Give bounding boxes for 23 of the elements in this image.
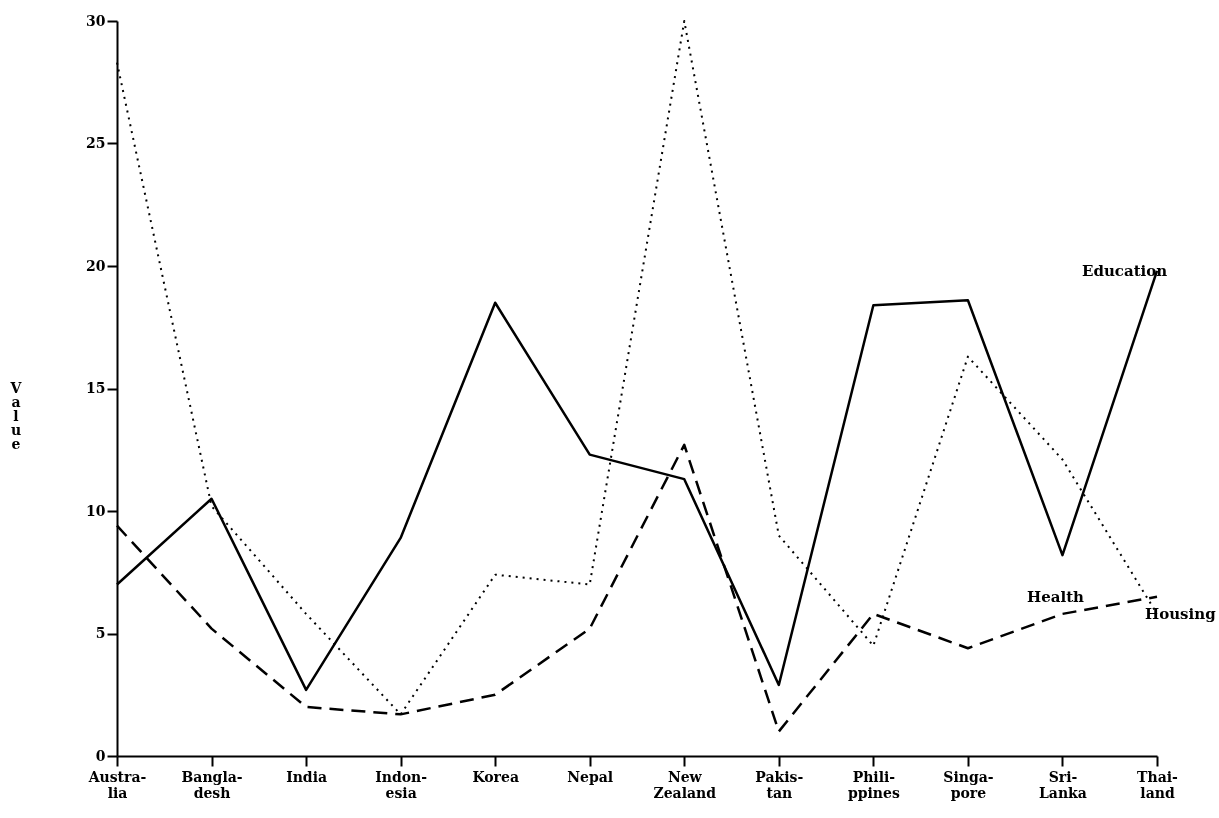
- x-tick-label: New Zealand: [653, 768, 717, 801]
- y-tick-label: 25: [86, 135, 106, 151]
- series-label: Housing: [1145, 604, 1217, 623]
- y-tick-label: 15: [86, 380, 106, 396]
- y-tick-label: 20: [86, 257, 106, 274]
- series-label: Education: [1082, 261, 1168, 280]
- x-tick-label: Pakis- tan: [755, 768, 804, 801]
- y-tick-label: 5: [95, 625, 106, 641]
- x-tick-label: Phili- ppines: [847, 768, 900, 801]
- x-tick-label: Bangla- desh: [181, 768, 243, 801]
- x-tick-label: Austra- lia: [87, 768, 147, 801]
- series-label: Health: [1027, 587, 1085, 606]
- x-tick-label: Singa- pore: [943, 768, 994, 801]
- x-tick-label: Korea: [472, 768, 519, 785]
- x-tick-label: Indon- esia: [375, 768, 428, 801]
- y-tick-label: 10: [86, 502, 106, 519]
- x-tick-label: Nepal: [567, 768, 614, 785]
- x-tick-label: India: [286, 768, 328, 785]
- y-axis-title: Value: [9, 380, 23, 452]
- y-tick-label: 0: [95, 747, 106, 764]
- x-tick-label: Thai- land: [1137, 768, 1179, 801]
- x-tick-label: Sri- Lanka: [1039, 768, 1087, 801]
- y-tick-label: 30: [86, 12, 106, 29]
